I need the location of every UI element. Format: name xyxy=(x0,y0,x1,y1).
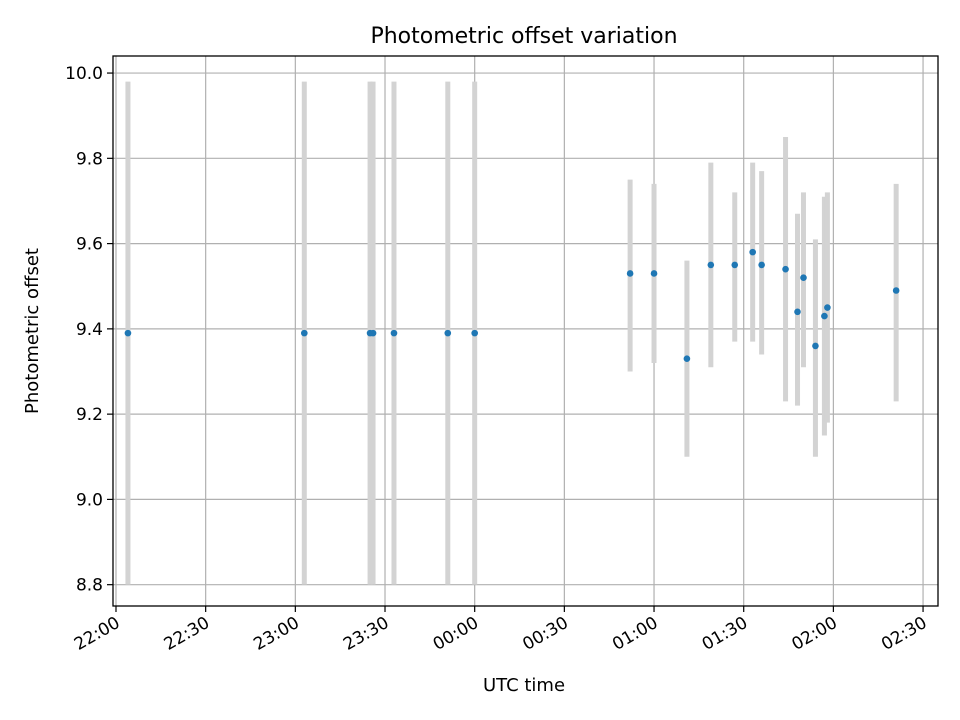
data-point xyxy=(683,355,691,363)
chart-title: Photometric offset variation xyxy=(370,24,677,49)
x-tick-label: 01:00 xyxy=(609,613,661,655)
data-points xyxy=(124,248,900,363)
y-tick-label: 9.6 xyxy=(76,235,103,255)
grid-lines xyxy=(113,56,938,606)
error-bars xyxy=(125,81,899,585)
data-point xyxy=(812,342,819,350)
x-tick-label: 02:00 xyxy=(788,613,840,655)
data-point xyxy=(124,329,132,337)
x-tick-label: 02:30 xyxy=(878,613,930,655)
data-point xyxy=(892,287,900,294)
y-tick-label: 8.8 xyxy=(76,576,103,596)
x-tick-label: 00:00 xyxy=(430,613,482,655)
x-tick-label: 23:00 xyxy=(250,613,302,655)
y-axis-ticks: 8.8 9.0 9.2 9.4 9.6 9.8 10.0 xyxy=(65,64,113,596)
data-point xyxy=(824,304,831,311)
x-tick-label: 00:30 xyxy=(519,613,571,655)
y-tick-label: 9.0 xyxy=(76,490,103,510)
data-point xyxy=(731,261,739,269)
data-point xyxy=(369,329,377,337)
data-point xyxy=(749,248,756,256)
data-point xyxy=(626,270,634,277)
x-tick-label: 01:30 xyxy=(699,613,751,655)
x-axis-label: UTC time xyxy=(483,675,565,696)
data-point xyxy=(821,312,828,320)
plot-frame xyxy=(112,55,939,607)
y-tick-label: 9.2 xyxy=(76,405,103,425)
y-tick-label: 10.0 xyxy=(65,64,103,84)
y-tick-label: 9.4 xyxy=(76,320,103,340)
data-point xyxy=(707,261,715,269)
data-point xyxy=(794,308,801,316)
x-tick-label: 23:30 xyxy=(340,613,392,655)
data-point xyxy=(390,329,398,337)
y-axis-label: Photometric offset xyxy=(22,248,43,414)
x-axis-ticks: 22:00 22:30 23:00 23:30 00:00 00:30 01:00 01:30… xyxy=(71,606,931,655)
data-point xyxy=(800,274,807,282)
data-point xyxy=(782,265,789,273)
x-tick-label: 22:30 xyxy=(161,613,213,655)
x-tick-label: 22:00 xyxy=(71,613,123,655)
y-tick-label: 9.8 xyxy=(76,149,103,169)
data-point xyxy=(758,261,765,269)
data-point xyxy=(650,270,658,277)
data-point xyxy=(301,329,308,337)
data-point xyxy=(444,329,452,337)
data-point xyxy=(471,329,478,337)
